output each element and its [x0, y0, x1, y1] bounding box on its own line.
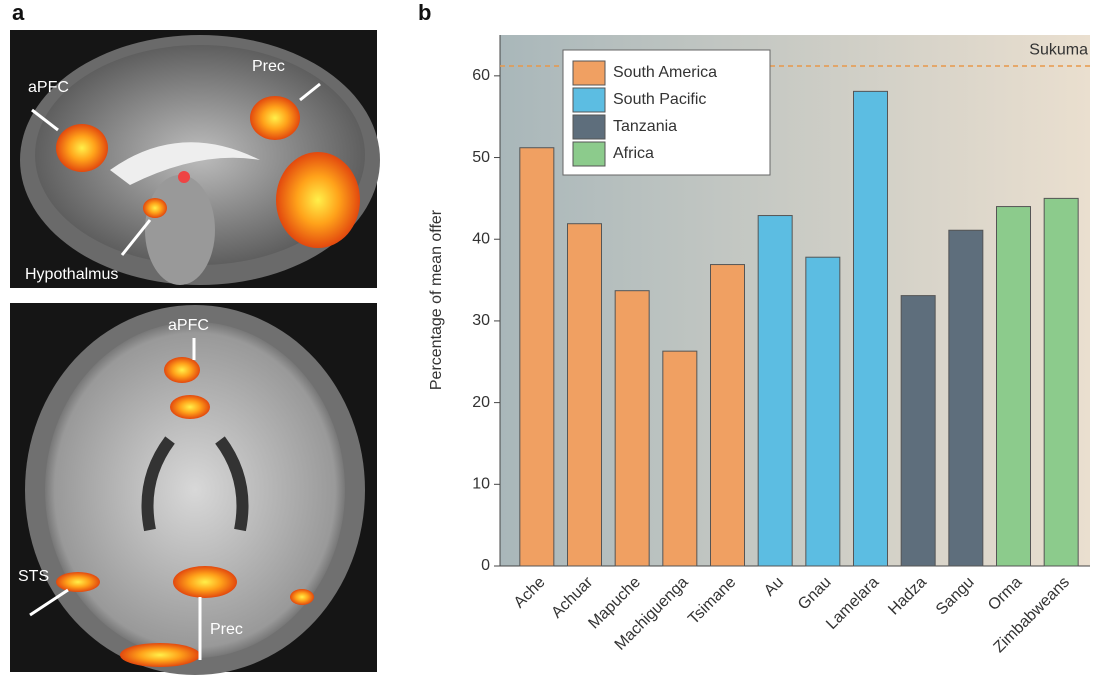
region-label: aPFC — [28, 79, 69, 96]
y-tick-label: 50 — [472, 149, 490, 166]
bar — [854, 91, 888, 566]
figure: a aPFC Prec Hypothalmus aPFC STS Prec b — [0, 0, 1095, 678]
x-tick-label: Orma — [985, 574, 1025, 614]
panel-label: a — [12, 0, 25, 25]
x-tick-label: Lamelara — [823, 574, 882, 633]
region-label: Prec — [210, 621, 243, 638]
region-label: Prec — [252, 58, 285, 75]
bar — [758, 216, 792, 566]
panel-label: b — [418, 0, 431, 25]
region-label: STS — [18, 568, 49, 585]
bar — [615, 291, 649, 566]
y-tick-label: 10 — [472, 476, 490, 493]
bar — [520, 148, 554, 566]
reference-label: Sukuma — [1029, 41, 1088, 58]
legend-swatch — [573, 61, 605, 85]
legend-swatch — [573, 88, 605, 112]
bar — [568, 224, 602, 566]
y-tick-label: 20 — [472, 394, 490, 411]
bar — [711, 265, 745, 566]
y-tick-label: 30 — [472, 312, 490, 329]
y-tick-label: 40 — [472, 230, 490, 247]
y-axis-label: Percentage of mean offer — [428, 209, 445, 390]
legend-swatch — [573, 115, 605, 139]
bar — [949, 230, 983, 566]
x-tick-label: Achuar — [548, 573, 596, 621]
x-tick-label: Hadza — [885, 574, 930, 619]
legend-label: South Pacific — [613, 91, 706, 108]
legend-swatch — [573, 142, 605, 166]
x-tick-label: Gnau — [795, 574, 835, 614]
x-tick-label: Au — [761, 574, 787, 600]
mri-sagittal — [10, 30, 380, 288]
bar — [997, 207, 1031, 566]
region-label: Hypothalmus — [25, 266, 118, 283]
y-tick-label: 60 — [472, 67, 490, 84]
bar — [901, 296, 935, 566]
bar — [806, 257, 840, 566]
bar — [663, 351, 697, 566]
legend-label: Tanzania — [613, 118, 677, 135]
x-tick-label: Sangu — [933, 574, 978, 619]
y-tick-label: 0 — [481, 557, 490, 574]
legend-label: Africa — [613, 145, 654, 162]
region-label: aPFC — [168, 317, 209, 334]
x-tick-label: Tsimane — [685, 574, 739, 628]
x-tick-label: Ache — [511, 574, 549, 612]
legend-label: South America — [613, 64, 717, 81]
bar — [1044, 198, 1078, 566]
mri-axial — [10, 303, 377, 675]
